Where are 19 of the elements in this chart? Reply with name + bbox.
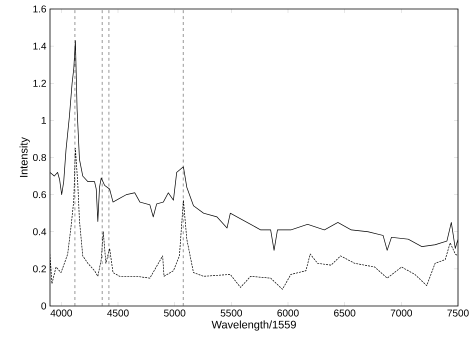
y-tick-label: 0.2 [33, 265, 46, 272]
y-tick-label: 0.8 [33, 154, 46, 162]
x-tick-label: 5500 [220, 310, 242, 317]
y-tick-label: 0 [41, 302, 46, 310]
y-axis-title: Intensity [20, 137, 30, 177]
y-tick-label: 1.2 [33, 80, 46, 87]
y-tick-label: 0.6 [33, 191, 46, 198]
y-tick-label: 1 [42, 116, 46, 124]
x-axis-title: Wavelength/1559 [212, 320, 296, 331]
x-tick-label: 6500 [334, 310, 356, 317]
y-tick-label: 1.4 [33, 42, 46, 50]
x-tick-label: 5000 [164, 310, 186, 317]
x-tick-label: 7000 [390, 310, 412, 317]
x-tick-label: 6000 [277, 310, 299, 317]
x-tick-label: 4500 [107, 310, 129, 317]
x-tick-label: 4000 [50, 310, 72, 317]
y-tick-label: 1.6 [33, 5, 46, 13]
y-tick-label: 0.4 [33, 228, 46, 236]
x-tick-label: 7500 [447, 310, 469, 317]
